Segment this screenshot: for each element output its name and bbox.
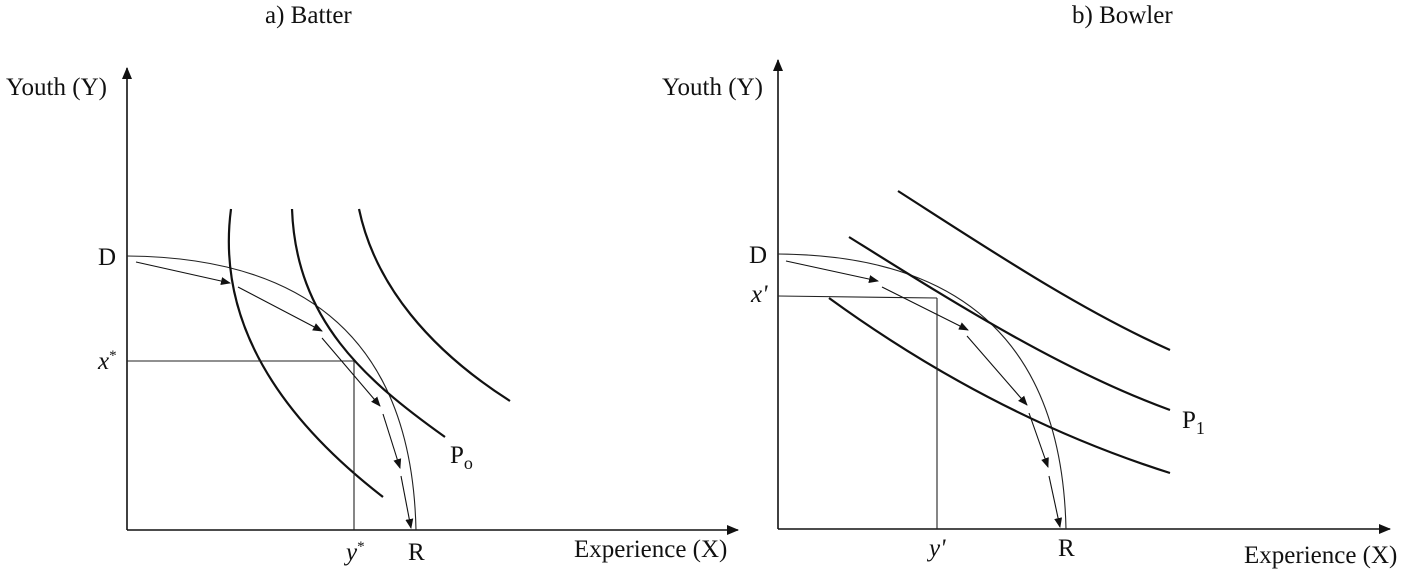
y-axis-label: Youth (Y) <box>6 74 107 101</box>
y-prime-label: y' <box>926 535 946 562</box>
x-prime-guide-line <box>777 295 938 299</box>
indifference-curve-3 <box>897 190 1171 352</box>
movement-arrow <box>382 413 402 469</box>
panel-title: a) Batter <box>265 2 352 29</box>
x-axis-label: Experience (X) <box>1244 542 1397 569</box>
point-d-label: D <box>98 244 116 271</box>
frontier-curve <box>126 255 417 531</box>
panel-bowler: b) Bowler Youth (Y) Experience (X) D R x… <box>662 2 1397 569</box>
y-star-label: y* <box>343 539 365 566</box>
curve-label-p1: P1 <box>1182 407 1205 438</box>
movement-arrow <box>135 261 231 285</box>
y-axis-label: Youth (Y) <box>662 74 763 101</box>
curve-label-po: Po <box>450 442 473 473</box>
movement-arrow <box>1028 412 1049 468</box>
panel-batter: a) Batter Youth (Y) Experience (X) D R x… <box>6 2 739 566</box>
x-axis-label: Experience (X) <box>574 536 727 563</box>
movement-arrow <box>966 335 1028 406</box>
x-prime-label: x' <box>750 281 768 308</box>
indifference-curve-3 <box>357 208 511 402</box>
point-r-label: R <box>408 539 425 566</box>
indifference-curve-1 <box>828 297 1171 475</box>
movement-arrow <box>785 260 879 283</box>
movement-arrow <box>1048 475 1063 528</box>
indifference-curve-1 <box>227 208 384 498</box>
x-star-label: x* <box>97 348 117 375</box>
movement-arrow <box>237 286 323 332</box>
indifference-curve-po <box>290 208 446 438</box>
point-r-label: R <box>1058 535 1075 562</box>
movement-arrow <box>400 475 414 529</box>
panel-title: b) Bowler <box>1072 2 1173 29</box>
indifference-curve-p1 <box>848 236 1171 412</box>
movement-arrow <box>321 337 381 407</box>
movement-arrow <box>881 286 969 331</box>
frontier-curve <box>777 253 1067 530</box>
point-d-label: D <box>749 242 767 269</box>
